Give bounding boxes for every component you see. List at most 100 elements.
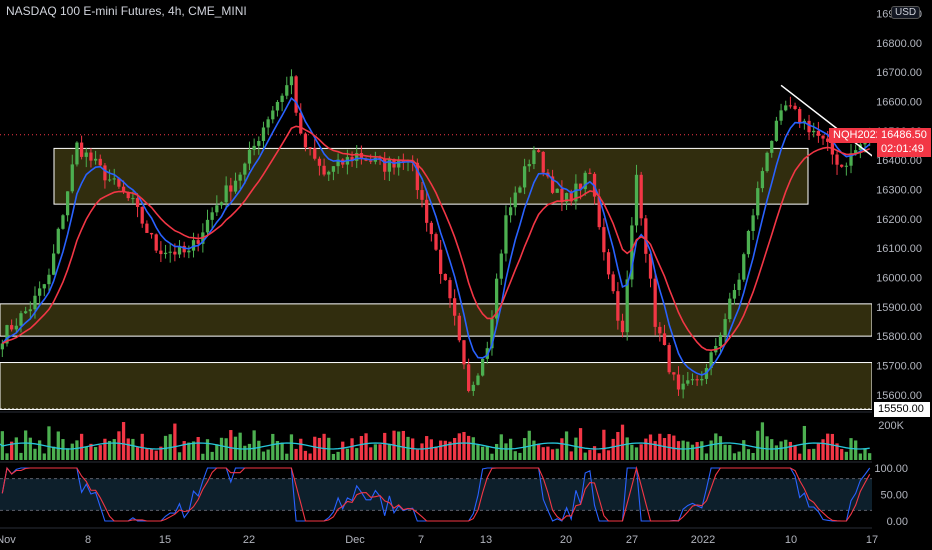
candle-body — [173, 251, 177, 255]
candle-body — [79, 142, 84, 157]
price-tick-label: 15900.00 — [876, 302, 922, 314]
candle-body — [700, 378, 704, 381]
volume-bar — [261, 451, 266, 460]
volume-bar — [187, 442, 191, 460]
volume-bar — [420, 443, 424, 460]
volume-bar — [592, 446, 597, 460]
volume-bar — [606, 450, 611, 460]
time-tick-label: Dec — [345, 534, 365, 546]
candle-body — [89, 152, 93, 161]
time-axis[interactable]: Nov 8 15 22 Dec 7 13 20 27 2022 10 17 — [0, 534, 878, 546]
volume-bar — [173, 423, 177, 460]
volume-bar — [457, 433, 461, 460]
currency-badge[interactable]: USD — [891, 6, 921, 19]
candle-body — [10, 325, 14, 330]
candles-layer — [0, 69, 872, 399]
candle-body — [308, 147, 312, 149]
volume-bar — [695, 442, 699, 460]
volume-bar — [439, 440, 443, 460]
price-axis[interactable]: 16900.0016800.0016700.0016600.0016500.00… — [872, 0, 932, 550]
candle-body — [588, 172, 592, 174]
candle-body — [854, 150, 858, 154]
volume-bar — [812, 448, 816, 460]
candle-body — [513, 192, 517, 208]
volume-bar — [364, 433, 368, 460]
volume-bar — [126, 438, 130, 460]
volume-bar — [634, 447, 639, 460]
candle-body — [798, 109, 802, 124]
volume-bar — [275, 441, 280, 460]
volume-bar — [602, 429, 606, 460]
volume-bar — [350, 438, 354, 460]
volume-bar — [5, 453, 9, 460]
price-tick-label: 16400.00 — [876, 155, 922, 167]
volume-bar — [98, 445, 102, 460]
candle-body — [555, 188, 559, 193]
time-tick-label: 22 — [243, 534, 255, 546]
volume-bar — [718, 436, 723, 460]
candle-body — [219, 202, 224, 206]
candle-body — [765, 152, 769, 172]
candle-body — [336, 159, 340, 167]
candle-body — [634, 174, 639, 226]
candle-body — [317, 158, 322, 166]
candle-body — [508, 207, 513, 216]
volume-bar — [47, 426, 51, 460]
price-tick-label: 15600.00 — [876, 390, 922, 402]
candle-body — [369, 160, 373, 162]
volume-bar — [336, 451, 340, 460]
candle-body — [261, 127, 266, 141]
volume-bar — [373, 444, 378, 460]
volume-bar — [285, 453, 289, 460]
volume-bar — [341, 441, 345, 460]
candle-body — [494, 278, 499, 319]
volume-bar — [93, 447, 98, 460]
volume-bar — [308, 453, 312, 460]
candle-body — [578, 183, 583, 190]
volume-bar — [33, 448, 37, 460]
candle-body — [65, 191, 70, 216]
candle-body — [271, 110, 275, 120]
candle-body — [648, 253, 653, 279]
volume-ma-line — [0, 442, 870, 450]
volume-bar — [732, 453, 737, 460]
candle-body — [471, 384, 475, 391]
volume-bar — [742, 440, 746, 460]
time-tick-label: 10 — [785, 534, 797, 546]
volume-bar — [858, 453, 862, 460]
volume-bar — [135, 447, 140, 460]
candle-body — [131, 198, 135, 200]
candle-body — [606, 252, 611, 275]
candle-body — [742, 254, 746, 280]
candle-body — [289, 76, 294, 86]
volume-bar — [681, 440, 685, 460]
volume-bar — [658, 433, 662, 460]
candle-body — [322, 165, 326, 175]
volume-bar — [247, 443, 252, 460]
price-tick-label: 16300.00 — [876, 184, 922, 196]
volume-bar — [224, 438, 228, 460]
candle-body — [84, 152, 88, 157]
time-tick-label: 2022 — [691, 534, 715, 546]
candle-body — [620, 320, 625, 333]
volume-bar — [527, 430, 531, 460]
candle-body — [583, 172, 587, 190]
candle-body — [672, 372, 676, 375]
stoch-tick-label: 0.00 — [887, 516, 908, 528]
candle-body — [564, 193, 569, 203]
candle-body — [560, 188, 564, 203]
volume-bar — [467, 435, 471, 460]
candle-body — [38, 288, 42, 296]
volume-bar — [462, 431, 466, 460]
candle-body — [686, 380, 690, 384]
volume-bar — [476, 444, 480, 460]
volume-bar — [830, 433, 834, 460]
volume-bar — [61, 439, 65, 460]
candle-body — [387, 158, 392, 172]
candle-body — [243, 163, 247, 175]
volume-bar — [588, 450, 592, 460]
volume-bar — [182, 441, 186, 460]
candle-body — [728, 298, 732, 320]
candle-body — [812, 130, 816, 133]
